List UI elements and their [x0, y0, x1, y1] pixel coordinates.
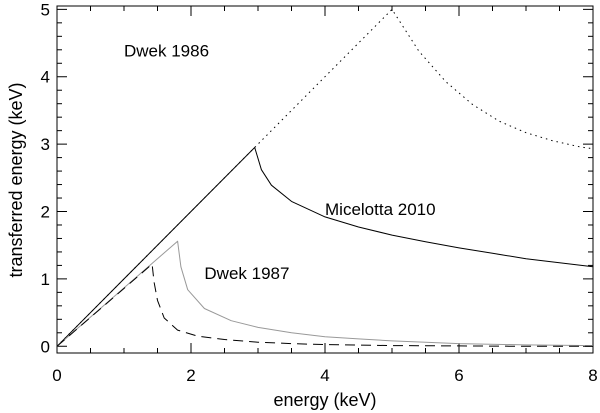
series-line-1 — [56, 8, 594, 347]
annotation-1: Dwek 1986 — [124, 42, 209, 61]
series-group — [56, 8, 594, 347]
y-axis-label: transferred energy (keV) — [6, 82, 26, 277]
y-tick-label: 4 — [41, 68, 50, 87]
y-tick-label: 1 — [41, 270, 50, 289]
x-tick-label: 0 — [52, 366, 61, 385]
tick-labels: 0 2 4 6 8 0 1 2 3 4 5 — [41, 0, 598, 385]
series-line-2 — [56, 147, 594, 347]
y-tick-label: 0 — [41, 337, 50, 356]
annotations: Dwek 1986 Micelotta 2010 Dwek 1987 — [124, 42, 436, 283]
x-tick-label: 6 — [454, 366, 463, 385]
annotation-2: Micelotta 2010 — [325, 200, 436, 219]
x-tick-label: 2 — [186, 366, 195, 385]
x-axis-label: energy (keV) — [273, 390, 376, 410]
series-line-4 — [56, 263, 593, 347]
x-tick-label: 4 — [320, 366, 329, 385]
axis-ticks — [56, 6, 594, 353]
y-tick-label: 5 — [41, 0, 50, 19]
x-tick-label: 8 — [588, 366, 597, 385]
y-tick-label: 3 — [41, 135, 50, 154]
annotation-3: Dwek 1987 — [204, 264, 289, 283]
y-tick-label: 2 — [41, 203, 50, 222]
series-line-3 — [56, 240, 594, 347]
